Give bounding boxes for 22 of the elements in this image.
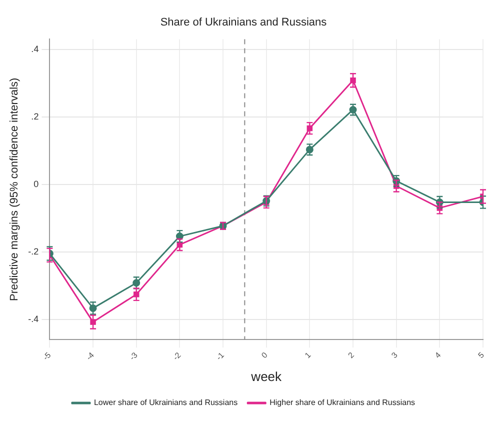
y-tick-label: .4 — [31, 44, 39, 54]
x-tick-label: -3 — [128, 350, 140, 362]
x-tick-label: -2 — [171, 350, 184, 362]
y-tick-label: 0 — [34, 178, 39, 189]
legend-label: Higher share of Ukrainians and Russians — [270, 398, 416, 408]
x-tick-label: 0 — [260, 350, 270, 360]
x-tick-label: 4 — [433, 350, 444, 360]
y-tick-label: -.2 — [28, 246, 39, 256]
x-tick-label: -5 — [41, 350, 54, 362]
x-tick-label: -4 — [84, 350, 96, 362]
y-tick-label: -.4 — [28, 314, 39, 324]
legend-label: Lower share of Ukrainians and Russians — [94, 398, 238, 408]
x-tick-label: -1 — [214, 350, 226, 362]
x-tick-label: 2 — [346, 350, 356, 360]
chart-title: Share of Ukrainians and Russians — [160, 16, 328, 29]
y-axis-title: Predictive margins (95% confidence intervals) — [8, 78, 21, 301]
x-tick-label: 1 — [303, 350, 314, 360]
x-axis-title: week — [250, 368, 282, 384]
x-tick-label: 3 — [390, 350, 400, 360]
point — [90, 319, 96, 325]
x-tick-label: 5 — [476, 350, 486, 360]
y-tick-label: .2 — [31, 111, 39, 122]
